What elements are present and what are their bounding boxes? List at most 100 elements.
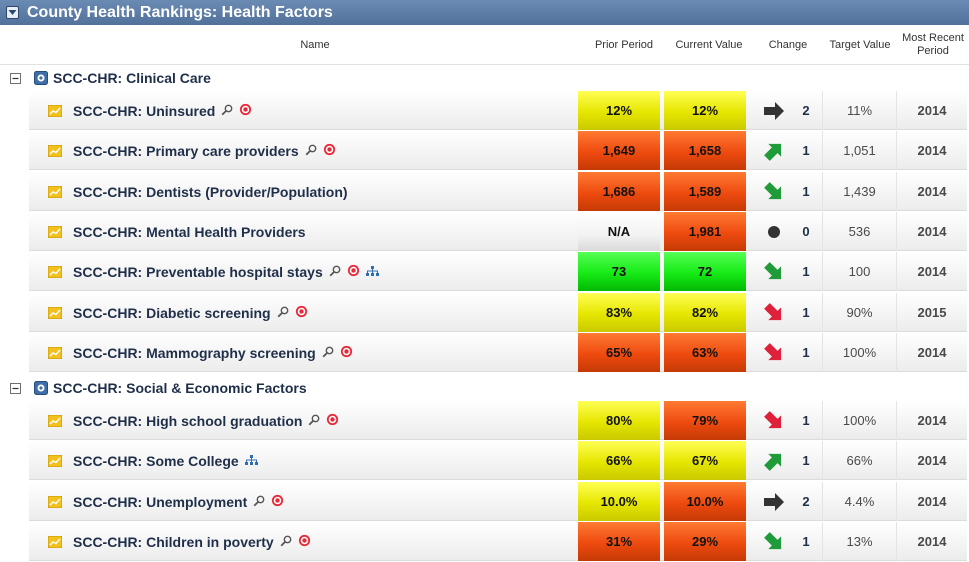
target-icon[interactable] <box>239 103 252 119</box>
most-recent-period: 2014 <box>896 91 967 130</box>
row-background <box>29 332 967 372</box>
column-header-current-value[interactable]: Current Value <box>675 38 743 51</box>
magnifier-icon[interactable] <box>253 494 265 510</box>
group-header-row[interactable]: SCC-CHR: Clinical Care <box>0 65 969 91</box>
measure-name-text[interactable]: SCC-CHR: Primary care providers <box>73 143 299 160</box>
hierarchy-icon[interactable] <box>244 453 258 469</box>
measure-name[interactable]: SCC-CHR: Some College <box>73 453 258 469</box>
magnifier-icon[interactable] <box>221 103 233 119</box>
arrow-right-icon <box>763 491 785 513</box>
measure-name-text[interactable]: SCC-CHR: Dentists (Provider/Population) <box>73 183 348 200</box>
measure-name-text[interactable]: SCC-CHR: Mammography screening <box>73 344 316 361</box>
measure-name[interactable]: SCC-CHR: Diabetic screening <box>73 305 308 321</box>
measure-chart-icon <box>47 265 63 279</box>
hierarchy-icon[interactable] <box>365 264 379 280</box>
target-icon[interactable] <box>295 305 308 321</box>
measure-name-text[interactable]: SCC-CHR: High school graduation <box>73 413 303 429</box>
measure-chart-icon <box>47 185 63 199</box>
target-icon[interactable] <box>298 534 311 550</box>
magnifier-icon[interactable] <box>305 143 317 159</box>
measure-row[interactable]: SCC-CHR: Some College 66% 67% 1 66% 2014 <box>29 441 967 481</box>
measure-name-text[interactable]: SCC-CHR: Mental Health Providers <box>73 223 306 240</box>
measure-name-text[interactable]: SCC-CHR: Some College <box>73 453 239 470</box>
measure-row[interactable]: SCC-CHR: Primary care providers 1,649 1,65… <box>29 131 967 171</box>
measure-row[interactable]: SCC-CHR: Unemployment 10.0% 10.0% 2 4.4% 2014 <box>29 481 967 522</box>
measure-name[interactable]: SCC-CHR: Mental Health Providers <box>73 224 306 240</box>
target-icon[interactable] <box>347 264 360 280</box>
column-header-most-recent-period[interactable]: Most Recent Period <box>902 32 964 57</box>
measure-chart-icon <box>47 454 63 468</box>
measure-name[interactable]: SCC-CHR: Dentists (Provider/Population) <box>73 184 348 200</box>
target-value: 4.4% <box>822 481 896 521</box>
arrow-down-right-icon <box>763 410 785 432</box>
column-header-change[interactable]: Change <box>768 38 808 51</box>
target-icon[interactable] <box>323 143 336 159</box>
prior-period-value: 10.0% <box>578 481 660 521</box>
magnifier-icon[interactable] <box>280 534 292 550</box>
row-background <box>29 91 967 130</box>
collapse-group-icon[interactable] <box>10 382 21 394</box>
change-value: 1 <box>802 453 810 469</box>
collapse-toggle-icon[interactable] <box>6 6 19 19</box>
measure-name-text[interactable]: SCC-CHR: Children in poverty <box>73 533 274 550</box>
measure-row[interactable]: SCC-CHR: Preventable hospital stays 73 72 1… <box>29 252 967 292</box>
row-background <box>29 441 967 481</box>
measure-row[interactable]: SCC-CHR: Uninsured 12% 12% 2 11% 2014 <box>29 91 967 131</box>
prior-period-value: 73 <box>578 252 660 292</box>
row-background <box>29 211 967 251</box>
target-icon[interactable] <box>326 413 339 429</box>
most-recent-period: 2015 <box>896 292 967 332</box>
measure-name[interactable]: SCC-CHR: Uninsured <box>73 103 252 119</box>
magnifier-icon[interactable] <box>308 413 320 429</box>
measure-row[interactable]: SCC-CHR: Mammography screening 65% 63% 1 100… <box>29 332 967 373</box>
measure-name[interactable]: SCC-CHR: Children in poverty <box>73 534 311 550</box>
measure-row[interactable]: SCC-CHR: Diabetic screening 83% 82% 1 90% 201… <box>29 292 967 333</box>
group-header-row[interactable]: SCC-CHR: Social & Economic Factors <box>0 375 969 401</box>
current-value: 29% <box>664 521 746 561</box>
measure-row[interactable]: SCC-CHR: Children in poverty 31% 29% 1 13% 20… <box>29 521 967 562</box>
change-value: 1 <box>802 304 810 320</box>
current-value: 82% <box>664 292 746 332</box>
prior-period-value: N/A <box>578 211 660 251</box>
measure-chart-icon <box>47 535 63 549</box>
measure-name[interactable]: SCC-CHR: Unemployment <box>73 494 284 510</box>
magnifier-icon[interactable] <box>329 264 341 280</box>
column-header-name[interactable]: Name <box>300 38 330 51</box>
measure-row[interactable]: SCC-CHR: High school graduation 80% 79% 1 10… <box>29 401 967 441</box>
column-header-prior-period[interactable]: Prior Period <box>594 38 654 51</box>
measure-name[interactable]: SCC-CHR: Mammography screening <box>73 345 353 361</box>
no-change-dot-icon <box>763 221 785 243</box>
measure-name-text[interactable]: SCC-CHR: Diabetic screening <box>73 304 271 321</box>
target-value: 1,051 <box>822 131 896 171</box>
arrow-up-right-icon <box>763 140 785 162</box>
prior-period-value: 83% <box>578 292 660 332</box>
magnifier-icon[interactable] <box>277 305 289 321</box>
column-header-target-value[interactable]: Target Value <box>829 38 891 51</box>
prior-period-value: 1,649 <box>578 131 660 171</box>
target-value: 100% <box>822 332 896 372</box>
measure-name-text[interactable]: SCC-CHR: Unemployment <box>73 493 248 510</box>
row-background <box>29 481 967 521</box>
change-value: 1 <box>802 143 810 159</box>
measure-name-text[interactable]: SCC-CHR: Uninsured <box>73 103 216 119</box>
measure-name[interactable]: SCC-CHR: Preventable hospital stays <box>73 264 379 280</box>
most-recent-period: 2014 <box>896 401 967 440</box>
measure-name[interactable]: SCC-CHR: High school graduation <box>73 413 339 429</box>
target-icon[interactable] <box>340 345 353 361</box>
target-value: 13% <box>822 521 896 561</box>
measure-name[interactable]: SCC-CHR: Primary care providers <box>73 143 336 159</box>
collapse-group-icon[interactable] <box>10 72 21 84</box>
change-value: 2 <box>802 103 810 118</box>
current-value: 10.0% <box>664 481 746 521</box>
measure-row[interactable]: SCC-CHR: Dentists (Provider/Population) 1… <box>29 171 967 212</box>
prior-period-value: 31% <box>578 521 660 561</box>
target-icon[interactable] <box>271 494 284 510</box>
measure-name-text[interactable]: SCC-CHR: Preventable hospital stays <box>73 264 323 281</box>
target-value: 536 <box>822 211 896 251</box>
magnifier-icon[interactable] <box>322 345 334 361</box>
arrow-down-right-icon <box>763 531 785 553</box>
target-value: 66% <box>822 441 896 481</box>
measure-chart-icon <box>47 225 63 239</box>
measure-row[interactable]: SCC-CHR: Mental Health Providers N/A 1,981… <box>29 211 967 252</box>
measure-chart-icon <box>47 104 63 118</box>
